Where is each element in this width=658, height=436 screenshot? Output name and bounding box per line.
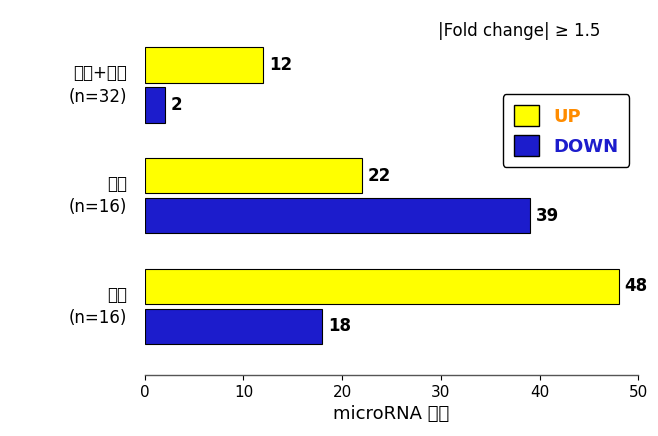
- Text: |Fold change| ≥ 1.5: |Fold change| ≥ 1.5: [438, 22, 601, 40]
- Text: 남성
(n=16): 남성 (n=16): [68, 175, 127, 217]
- Bar: [145, 87, 164, 123]
- Text: 48: 48: [624, 277, 647, 296]
- Text: 18: 18: [328, 317, 351, 335]
- Bar: [145, 198, 530, 233]
- Text: 남성+여성
(n=32): 남성+여성 (n=32): [68, 64, 127, 106]
- Bar: [145, 48, 263, 83]
- X-axis label: microRNA 개수: microRNA 개수: [334, 405, 449, 423]
- Bar: [145, 309, 322, 344]
- Text: 12: 12: [269, 56, 292, 74]
- Bar: [145, 158, 362, 194]
- Bar: [145, 269, 619, 304]
- Legend: UP, DOWN: UP, DOWN: [503, 95, 629, 167]
- Text: 39: 39: [536, 207, 559, 225]
- Text: 여성
(n=16): 여성 (n=16): [68, 286, 127, 327]
- Text: 2: 2: [170, 96, 182, 114]
- Text: 22: 22: [368, 167, 391, 185]
